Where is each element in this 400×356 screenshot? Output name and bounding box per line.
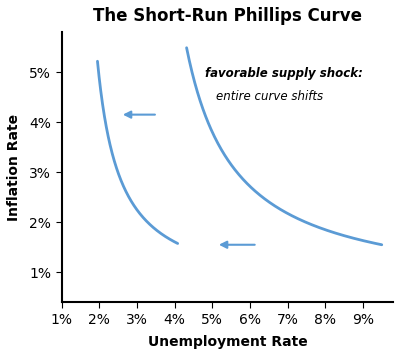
Text: favorable supply shock:: favorable supply shock: bbox=[205, 67, 363, 80]
Title: The Short-Run Phillips Curve: The Short-Run Phillips Curve bbox=[93, 7, 362, 25]
Text: entire curve shifts: entire curve shifts bbox=[216, 90, 323, 103]
X-axis label: Unemployment Rate: Unemployment Rate bbox=[148, 335, 307, 349]
Y-axis label: Inflation Rate: Inflation Rate bbox=[7, 114, 21, 221]
